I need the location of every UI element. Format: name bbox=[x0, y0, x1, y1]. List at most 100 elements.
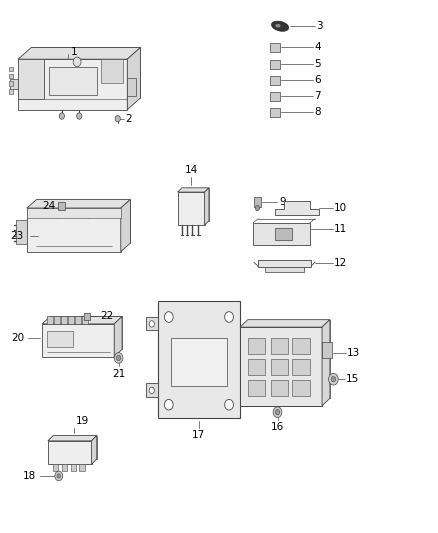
Bar bbox=[292, 380, 310, 396]
Polygon shape bbox=[275, 201, 318, 215]
Bar bbox=[71, 464, 76, 471]
Polygon shape bbox=[240, 320, 330, 327]
Polygon shape bbox=[27, 208, 121, 217]
Polygon shape bbox=[158, 301, 240, 418]
Polygon shape bbox=[146, 383, 158, 397]
Bar bbox=[62, 464, 67, 471]
Circle shape bbox=[115, 116, 120, 122]
Bar bbox=[47, 316, 53, 325]
Bar bbox=[58, 202, 65, 209]
Text: 13: 13 bbox=[347, 348, 360, 358]
Text: 7: 7 bbox=[314, 91, 321, 101]
Text: 10: 10 bbox=[334, 203, 347, 213]
Bar bbox=[248, 338, 265, 354]
Polygon shape bbox=[27, 199, 131, 208]
Bar bbox=[82, 316, 88, 325]
Text: 17: 17 bbox=[192, 430, 205, 440]
Bar bbox=[270, 76, 280, 85]
Text: 12: 12 bbox=[334, 259, 347, 268]
Polygon shape bbox=[114, 317, 122, 357]
Polygon shape bbox=[9, 90, 13, 94]
Bar bbox=[46, 332, 73, 348]
Text: 3: 3 bbox=[316, 21, 323, 31]
Circle shape bbox=[255, 205, 260, 211]
Polygon shape bbox=[121, 199, 131, 252]
Polygon shape bbox=[275, 228, 292, 240]
Bar bbox=[270, 92, 280, 101]
Circle shape bbox=[77, 113, 82, 119]
Ellipse shape bbox=[276, 24, 281, 28]
Polygon shape bbox=[258, 260, 311, 266]
Text: 24: 24 bbox=[42, 201, 56, 211]
Polygon shape bbox=[36, 199, 131, 243]
Text: 11: 11 bbox=[334, 224, 347, 235]
Text: 20: 20 bbox=[11, 333, 24, 343]
Bar bbox=[270, 60, 280, 69]
Text: 1: 1 bbox=[71, 47, 77, 57]
Bar bbox=[171, 338, 227, 386]
Text: 15: 15 bbox=[346, 374, 359, 384]
Bar bbox=[53, 464, 58, 471]
Polygon shape bbox=[265, 266, 304, 272]
Text: 8: 8 bbox=[314, 107, 321, 117]
Text: 18: 18 bbox=[23, 471, 36, 481]
Circle shape bbox=[225, 399, 233, 410]
Polygon shape bbox=[9, 67, 13, 71]
Bar bbox=[270, 108, 280, 117]
Bar bbox=[84, 313, 90, 320]
Text: 21: 21 bbox=[112, 368, 125, 378]
Polygon shape bbox=[240, 327, 322, 406]
Polygon shape bbox=[9, 74, 13, 78]
Bar bbox=[271, 380, 288, 396]
Polygon shape bbox=[42, 317, 122, 324]
Polygon shape bbox=[48, 441, 92, 464]
Circle shape bbox=[331, 376, 336, 382]
Circle shape bbox=[59, 113, 64, 119]
Bar bbox=[292, 359, 310, 375]
Polygon shape bbox=[53, 435, 97, 459]
Text: 16: 16 bbox=[271, 422, 284, 432]
Polygon shape bbox=[18, 59, 127, 110]
Text: 5: 5 bbox=[314, 60, 321, 69]
Circle shape bbox=[164, 399, 173, 410]
Polygon shape bbox=[11, 79, 18, 90]
Circle shape bbox=[117, 356, 121, 361]
Text: 2: 2 bbox=[125, 114, 132, 124]
Polygon shape bbox=[48, 435, 97, 441]
Polygon shape bbox=[177, 188, 209, 192]
Ellipse shape bbox=[272, 21, 289, 31]
Polygon shape bbox=[18, 59, 44, 99]
Bar bbox=[75, 316, 81, 325]
Bar bbox=[49, 67, 97, 95]
Polygon shape bbox=[248, 320, 330, 398]
Polygon shape bbox=[182, 188, 209, 221]
Polygon shape bbox=[253, 223, 310, 245]
Bar bbox=[79, 464, 85, 471]
Circle shape bbox=[55, 471, 63, 481]
Polygon shape bbox=[92, 435, 97, 464]
Circle shape bbox=[273, 407, 282, 417]
Text: 22: 22 bbox=[100, 311, 113, 321]
Bar bbox=[68, 316, 74, 325]
Bar bbox=[248, 359, 265, 375]
Bar bbox=[292, 338, 310, 354]
Bar bbox=[270, 43, 280, 52]
Polygon shape bbox=[50, 317, 122, 350]
Polygon shape bbox=[18, 47, 141, 59]
Circle shape bbox=[164, 312, 173, 322]
Circle shape bbox=[149, 387, 154, 393]
Polygon shape bbox=[9, 82, 13, 86]
Polygon shape bbox=[16, 220, 27, 244]
Circle shape bbox=[73, 57, 81, 67]
Text: 14: 14 bbox=[184, 165, 198, 174]
Polygon shape bbox=[322, 342, 332, 358]
Circle shape bbox=[149, 321, 154, 327]
Text: 19: 19 bbox=[76, 416, 89, 426]
Polygon shape bbox=[205, 188, 209, 225]
Polygon shape bbox=[101, 59, 123, 83]
Bar bbox=[61, 316, 67, 325]
Bar bbox=[54, 316, 60, 325]
Circle shape bbox=[114, 353, 123, 364]
Bar bbox=[271, 359, 288, 375]
Text: 9: 9 bbox=[279, 197, 286, 207]
